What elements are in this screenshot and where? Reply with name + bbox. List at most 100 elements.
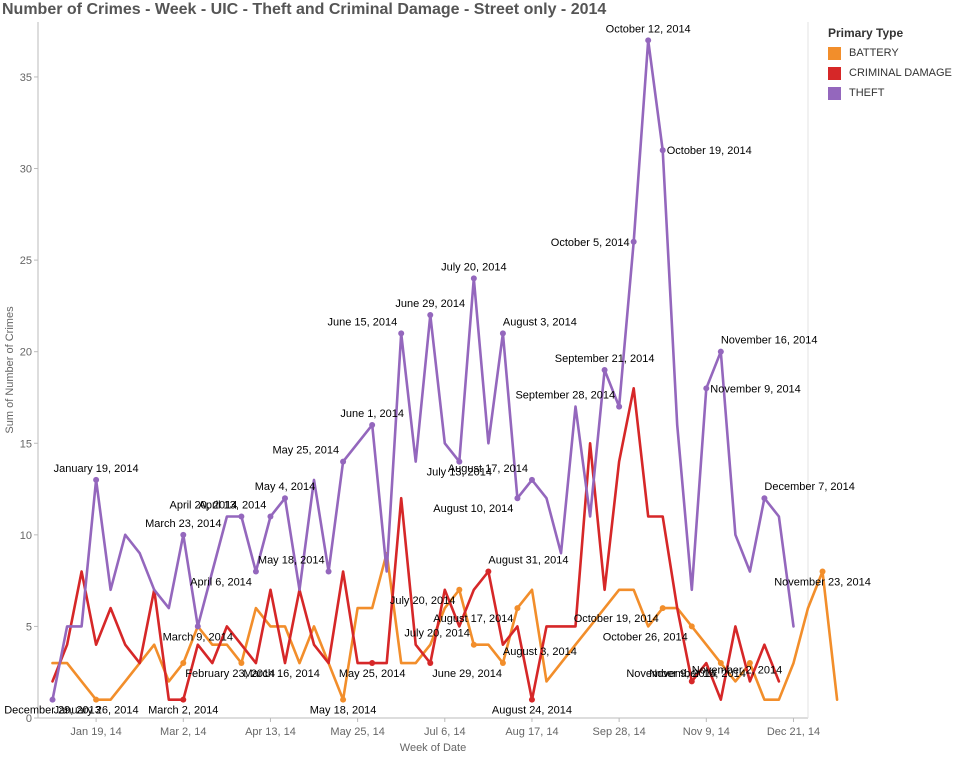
data-point — [180, 660, 187, 667]
data-point — [281, 495, 288, 502]
x-tick-label: Dec 21, 14 — [767, 726, 820, 738]
data-point — [528, 476, 535, 483]
data-label: April 13, 2014 — [199, 500, 267, 512]
data-point — [688, 623, 695, 630]
data-point — [340, 458, 347, 465]
data-label: February 23, 2014 — [185, 668, 275, 680]
data-label: September 21, 2014 — [555, 353, 655, 365]
data-point — [499, 330, 506, 337]
data-label: November 2, 2014 — [692, 664, 783, 676]
y-tick-label: 20 — [20, 347, 32, 359]
data-label: November 9, 2014 — [626, 668, 717, 680]
data-label: May 25, 2014 — [339, 668, 406, 680]
legend-label: CRIMINAL DAMAGE — [849, 67, 952, 79]
x-tick-label: Aug 17, 14 — [505, 726, 558, 738]
data-label: June 29, 2014 — [432, 668, 502, 680]
data-point — [645, 37, 652, 44]
data-label: November 9, 2014 — [710, 383, 801, 395]
x-tick-label: Mar 2, 14 — [160, 726, 206, 738]
data-label: August 24, 2014 — [492, 705, 572, 717]
x-tick-label: Nov 9, 14 — [683, 726, 730, 738]
data-label: August 3, 2014 — [503, 646, 577, 658]
data-label: April 6, 2014 — [190, 576, 252, 588]
x-tick-label: May 25, 14 — [330, 726, 384, 738]
legend-item-criminal-damage[interactable]: CRIMINAL DAMAGE — [828, 63, 952, 83]
data-point — [456, 458, 463, 465]
data-point — [485, 568, 492, 575]
data-point — [49, 696, 56, 703]
data-point — [616, 403, 623, 410]
chart-data-labels: December 29, 2013 January 19, 2014 March 2… — [4, 23, 871, 716]
data-label: October 19, 2014 — [574, 613, 659, 625]
data-point — [369, 421, 376, 428]
data-label: July 13, 2014 — [427, 467, 492, 479]
data-point — [761, 495, 768, 502]
data-label: August 17, 2014 — [433, 613, 513, 625]
data-point — [325, 568, 332, 575]
data-label: June 1, 2014 — [340, 408, 404, 420]
y-tick-label: 25 — [20, 255, 32, 267]
data-label: August 31, 2014 — [488, 554, 568, 566]
data-point — [499, 660, 506, 667]
data-label: January 26, 2014 — [54, 705, 139, 717]
legend-swatch-criminal-damage — [828, 66, 841, 80]
y-tick-label: 30 — [20, 164, 32, 176]
data-point — [470, 641, 477, 648]
data-point — [93, 476, 100, 483]
y-tick-label: 15 — [20, 438, 32, 450]
data-label: May 18, 2014 — [310, 705, 377, 717]
data-label: September 28, 2014 — [515, 390, 615, 402]
data-point — [688, 678, 695, 685]
data-point — [703, 385, 710, 392]
data-label: August 3, 2014 — [503, 316, 577, 328]
data-label: March 16, 2014 — [243, 668, 319, 680]
chart-axes: 0 5 10 15 20 25 30 35 Jan 19, 14 Mar 2, 14 Apr 13,… — [4, 22, 820, 754]
legend-label: THEFT — [849, 87, 885, 99]
legend: Primary Type BATTERY CRIMINAL DAMAGE THE… — [828, 26, 952, 103]
data-point — [630, 238, 637, 245]
data-point — [659, 147, 666, 154]
data-label: November 23, 2014 — [774, 576, 871, 588]
data-label: April 20, 2014 — [170, 500, 238, 512]
data-point — [180, 696, 187, 703]
data-point — [717, 660, 724, 667]
data-label: July 20, 2014 — [404, 628, 469, 640]
data-point — [514, 605, 521, 612]
data-point — [238, 513, 245, 520]
legend-item-theft[interactable]: THEFT — [828, 83, 952, 103]
legend-label: BATTERY — [849, 47, 899, 59]
data-point — [746, 660, 753, 667]
data-point — [717, 348, 724, 355]
data-point — [456, 586, 463, 593]
x-tick-label: Jan 19, 14 — [70, 726, 121, 738]
data-point — [427, 660, 434, 667]
data-point — [819, 568, 826, 575]
y-tick-label: 10 — [20, 530, 32, 542]
data-label: October 19, 2014 — [667, 145, 752, 157]
data-label: October 26, 2014 — [603, 631, 688, 643]
data-label: December 29, 2013 — [4, 705, 101, 717]
data-label: December 7, 2014 — [764, 481, 855, 493]
data-label: March 2, 2014 — [148, 705, 218, 717]
data-point — [252, 568, 259, 575]
data-label: May 4, 2014 — [255, 481, 316, 493]
series-line-criminal-damage — [51, 386, 781, 702]
data-point — [93, 696, 100, 703]
x-tick-label: Jul 6, 14 — [424, 726, 466, 738]
legend-swatch-battery — [828, 46, 841, 60]
legend-item-battery[interactable]: BATTERY — [828, 43, 952, 63]
series-line-theft — [51, 38, 795, 702]
data-label: July 20, 2014 — [390, 595, 455, 607]
data-point — [238, 660, 245, 667]
data-label: October 5, 2014 — [551, 237, 630, 249]
data-point — [659, 605, 666, 612]
data-label: November 16, 2014 — [721, 335, 818, 347]
data-point — [340, 696, 347, 703]
data-point — [194, 623, 201, 630]
data-label: July 20, 2014 — [441, 261, 506, 273]
y-axis-title: Sum of Number of Crimes — [4, 306, 16, 434]
data-label: June 15, 2014 — [327, 316, 397, 328]
x-tick-label: Apr 13, 14 — [245, 726, 296, 738]
data-label: May 25, 2014 — [272, 445, 339, 457]
